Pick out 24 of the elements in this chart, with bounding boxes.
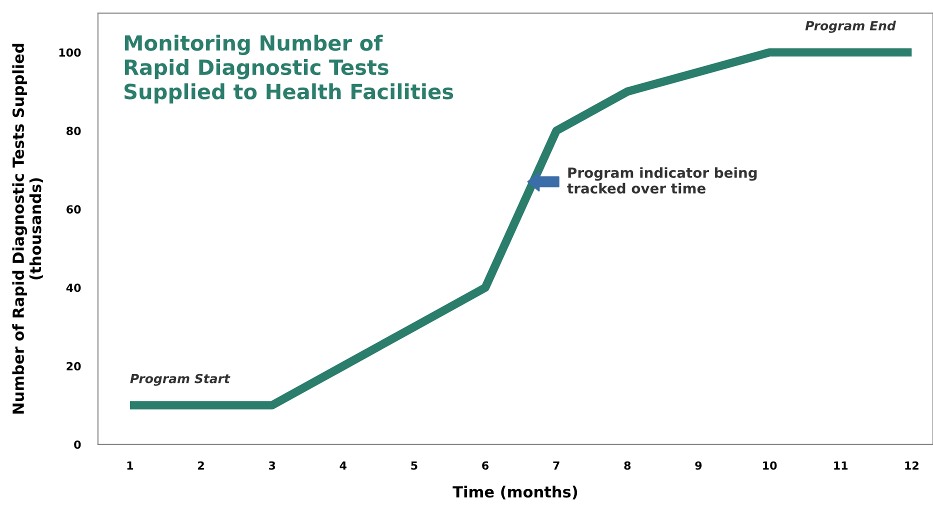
x-tick-label: 2 [198,461,204,470]
x-tick-label: 7 [553,461,560,470]
x-axis-title: Time (months) [452,486,578,500]
y-tick-label: 0 [74,440,81,449]
y-tick-label: 20 [66,362,81,370]
x-tick-label: 11 [834,461,848,470]
text: Monitoring Number of Rapid Diagnostic Tests Supplied to Health Facilities [124,34,454,104]
x-tick-label: 12 [905,461,918,470]
annotation: Program indicator being tracked over time [567,167,757,194]
x-tick-label: 5 [411,461,418,470]
x-tick-label: 4 [340,461,346,470]
y-tick-label: 80 [66,126,81,136]
y-tick-label: 100 [59,48,81,57]
annotation: Program End [805,20,896,33]
x-tick-label: 6 [482,461,489,470]
x-tick-label: 8 [624,461,631,470]
x-tick-label: 3 [268,461,276,470]
x-tick-label: 10 [763,461,777,470]
y-tick-label: 40 [66,284,81,292]
annotation: Program Start [130,374,230,386]
x-tick-label: 9 [695,461,702,470]
y-tick-label: 60 [66,205,81,214]
x-tick-label: 1 [127,461,134,470]
y-axis-title: Number of Rapid Diagnostic Tests Supplied (thousands) [12,44,44,414]
